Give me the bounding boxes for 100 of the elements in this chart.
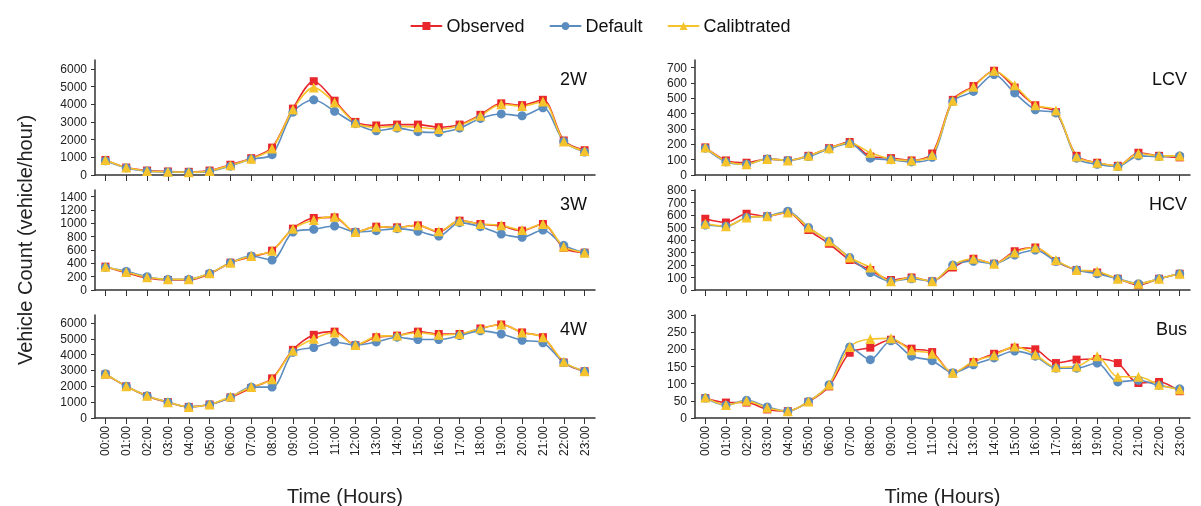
x-tick-label: 18:00 [1069,425,1084,457]
y-tick-label: 100 [666,270,688,285]
y-tick-label: 600 [666,208,688,222]
x-tick-label: 14:00 [390,425,405,457]
x-tick-label: 05:00 [801,425,816,457]
y-tick-label: 4000 [60,347,88,362]
y-tick-label: 250 [666,325,688,340]
y-tick-label: 5000 [60,79,88,94]
x-tick-label: 04:00 [181,425,196,457]
y-tick-label: 100 [666,152,688,167]
chart-title: 3W [560,194,588,214]
y-tick-label: 3000 [60,363,88,378]
y-tick-label: 6000 [60,315,88,330]
y-tick-label: 100 [666,376,688,391]
x-tick-label: 19:00 [1090,425,1105,457]
y-tick-label: 200 [66,269,88,284]
x-tick-label: 10:00 [306,425,321,457]
x-tick-label: 05:00 [202,425,217,457]
y-tick-label: 0 [680,283,688,297]
y-tick-label: 5000 [60,331,88,346]
x-tick-label: 04:00 [780,425,795,457]
x-tick-label: 19:00 [494,425,509,457]
x-tick-label: 03:00 [760,425,775,457]
x-tick-label: 02:00 [739,425,754,457]
x-tick-label: 21:00 [535,425,550,457]
x-tick-label: 12:00 [945,425,960,457]
y-tick-label: 200 [666,258,688,272]
chart-title: 4W [560,319,588,339]
y-tick-label: 400 [666,233,688,247]
y-tick-label: 4000 [60,97,88,112]
x-tick-label: 01:00 [718,425,733,457]
x-tick-label: 17:00 [1048,425,1063,457]
y-tick-label: 0 [680,411,688,425]
x-tick-label: 06:00 [822,425,837,457]
y-tick-label: 500 [666,91,688,106]
y-tick-label: 200 [666,342,688,357]
y-tick-label: 500 [666,220,688,235]
x-tick-label: 13:00 [966,425,981,457]
legend-label: Calibtrated [703,16,791,36]
y-tick-label: 2000 [60,379,88,394]
chart-title: Bus [1155,319,1188,339]
y-tick-label: 1200 [60,203,88,217]
x-tick-label: 00:00 [698,425,713,457]
y-tick-label: 0 [80,283,88,297]
x-tick-label: 11:00 [925,425,940,456]
y-tick-label: 400 [666,106,688,121]
x-tick-label: 20:00 [1110,425,1125,457]
y-tick-label: 300 [666,122,688,136]
x-tick-label: 08:00 [265,425,280,457]
x-tick-label: 06:00 [223,425,238,457]
text: 2W [560,69,588,89]
y-tick-label: 50 [673,393,688,408]
x-tick-label: 23:00 [1172,425,1187,457]
y-tick-label: 6000 [60,61,88,76]
x-tick-label: 10:00 [904,425,919,457]
y-tick-label: 600 [666,76,688,90]
x-tick-label: 21:00 [1131,425,1146,457]
y-tick-label: 800 [666,183,688,197]
y-tick-label: 1000 [60,395,88,410]
y-tick-label: 0 [80,168,88,182]
chart-title: HCV [1149,194,1188,214]
x-tick-label: 15:00 [410,425,425,457]
x-tick-label: 11:00 [327,425,342,456]
y-tick-label: 3000 [60,114,88,129]
legend-label: Observed [446,16,525,36]
y-tick-label: 300 [666,245,688,260]
x-tick-label: 15:00 [1007,425,1022,457]
x-tick-label: 22:00 [556,425,571,457]
y-tick-label: 400 [66,256,88,271]
y-tick-label: 2000 [60,132,88,147]
x-tick-label: 13:00 [369,425,384,457]
x-tick-label: 02:00 [140,425,155,457]
x-tick-label: 20:00 [515,425,530,457]
x-tick-label: 16:00 [431,425,446,457]
y-tick-label: 300 [666,308,688,322]
y-tick-label: 1000 [60,216,88,231]
x-tick-label: 08:00 [863,425,878,457]
y-tick-label: 0 [80,411,88,425]
x-tick-label: 16:00 [1028,425,1043,457]
y-tick-label: 700 [666,60,688,75]
legend-label: Default [585,16,643,36]
x-tick-label: 00:00 [98,425,113,457]
x-tick-label: 03:00 [160,425,175,457]
x-tick-label: 07:00 [244,425,259,457]
y-tick-label: 1000 [60,150,88,165]
x-tick-label: 07:00 [842,425,857,457]
x-tick-label: 09:00 [285,425,300,457]
x-tick-label: 09:00 [883,425,898,457]
y-tick-label: 1400 [60,189,88,204]
x-tick-label: 22:00 [1152,425,1167,457]
x-tick-label: 12:00 [348,425,363,457]
y-axis-title: Vehicle Count (vehicle/hour) [14,114,36,366]
y-tick-label: 600 [66,243,88,257]
y-tick-label: 0 [680,168,688,182]
x-tick-label: 14:00 [987,425,1002,457]
x-tick-label: 17:00 [452,425,467,457]
x-tick-label: 01:00 [119,425,134,457]
y-tick-label: 700 [666,195,688,210]
text: LCV [1151,69,1187,89]
x-tick-label: 23:00 [577,425,592,457]
